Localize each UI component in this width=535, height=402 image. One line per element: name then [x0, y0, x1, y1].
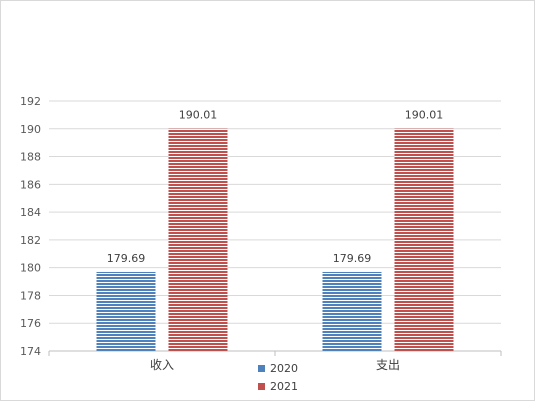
- y-tick-label: 182: [20, 234, 41, 247]
- bar-2020-0: [96, 271, 156, 351]
- data-label: 179.69: [333, 252, 372, 265]
- y-tick-label: 184: [20, 206, 41, 219]
- data-label: 190.01: [179, 109, 218, 122]
- bar-2021-0: [168, 128, 228, 351]
- y-tick-label: 178: [20, 289, 41, 302]
- y-tick-label: 186: [20, 178, 41, 191]
- bars: [96, 128, 454, 351]
- legend-swatch-2020: [258, 365, 265, 372]
- bar-2021-1: [394, 128, 454, 351]
- legend-label-2021: 2021: [270, 380, 298, 393]
- y-tick-label: 190: [20, 123, 41, 136]
- legend: 2020 2021: [258, 362, 298, 393]
- axes: 174 176 178 180 182 184 186 188 190 192 收入 支出: [20, 95, 502, 372]
- y-tick-label: 176: [20, 317, 41, 330]
- category-label: 支出: [376, 358, 400, 372]
- bar-2020-1: [322, 271, 382, 351]
- data-label: 190.01: [405, 109, 444, 122]
- y-tick-label: 174: [20, 345, 41, 358]
- y-tick-label: 188: [20, 151, 41, 164]
- y-tick-label: 192: [20, 95, 41, 108]
- legend-swatch-2021: [258, 383, 265, 390]
- legend-label-2020: 2020: [270, 362, 298, 375]
- data-labels: 179.69 190.01 179.69 190.01: [107, 109, 444, 265]
- data-label: 179.69: [107, 252, 146, 265]
- category-label: 收入: [150, 358, 174, 372]
- y-tick-label: 180: [20, 262, 41, 275]
